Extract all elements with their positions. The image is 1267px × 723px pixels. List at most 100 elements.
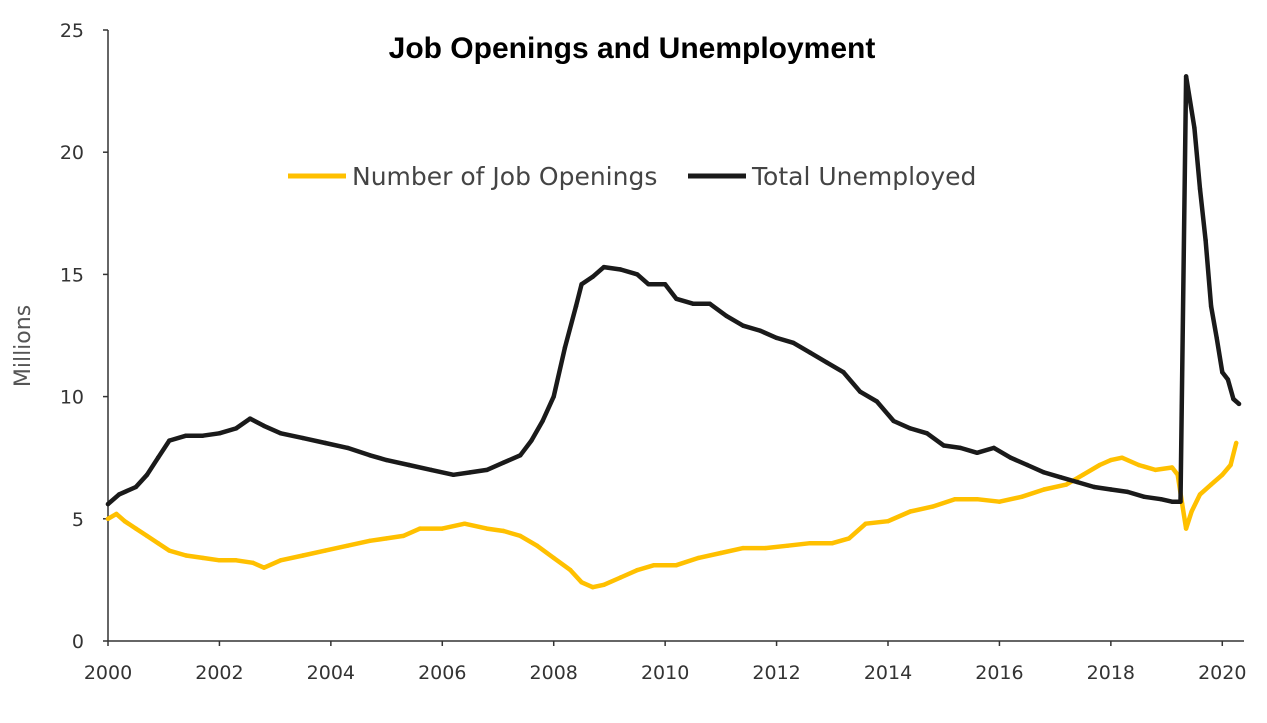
data-point bbox=[1192, 125, 1197, 130]
data-point bbox=[908, 426, 913, 431]
data-point bbox=[590, 585, 595, 590]
data-point bbox=[1169, 465, 1175, 470]
data-point bbox=[501, 460, 506, 465]
series-line-job-openings bbox=[105, 440, 1239, 590]
data-point bbox=[144, 533, 150, 539]
data-point bbox=[718, 550, 724, 556]
series-line-total-unemployed bbox=[105, 74, 1242, 507]
data-point bbox=[1153, 467, 1158, 473]
data-point bbox=[345, 445, 350, 451]
x-tick-label: 2004 bbox=[307, 662, 355, 684]
data-point bbox=[662, 282, 668, 287]
data-point bbox=[551, 555, 556, 561]
data-point bbox=[518, 533, 523, 539]
data-point bbox=[696, 555, 701, 561]
x-tick-label: 2000 bbox=[84, 662, 132, 684]
data-point bbox=[830, 541, 835, 546]
y-axis-label: Millions bbox=[11, 305, 36, 387]
data-point bbox=[579, 580, 584, 585]
data-point bbox=[807, 350, 813, 355]
data-point bbox=[941, 443, 946, 448]
data-point bbox=[116, 492, 122, 497]
data-point bbox=[891, 418, 896, 424]
data-point bbox=[167, 438, 172, 443]
data-point bbox=[1214, 335, 1219, 341]
data-point bbox=[155, 455, 161, 460]
data-point bbox=[551, 394, 556, 399]
data-point bbox=[841, 370, 846, 375]
data-point bbox=[974, 450, 980, 455]
data-point bbox=[501, 528, 506, 534]
data-point bbox=[618, 575, 623, 580]
data-point bbox=[200, 555, 205, 561]
x-tick-label: 2002 bbox=[195, 662, 243, 684]
x-tick-label: 2014 bbox=[864, 662, 912, 684]
data-point bbox=[144, 472, 150, 477]
data-point bbox=[367, 453, 373, 458]
data-point bbox=[724, 313, 729, 319]
data-point bbox=[114, 511, 119, 517]
data-point bbox=[1169, 499, 1175, 504]
data-point bbox=[1125, 489, 1130, 495]
data-point bbox=[1189, 509, 1194, 514]
data-point bbox=[440, 526, 445, 531]
data-point bbox=[1231, 396, 1236, 402]
data-point bbox=[133, 526, 139, 531]
data-point bbox=[1080, 472, 1086, 477]
data-point bbox=[1178, 499, 1183, 504]
data-point bbox=[534, 543, 540, 548]
data-point bbox=[451, 472, 456, 477]
data-point bbox=[579, 282, 584, 287]
data-point bbox=[278, 558, 283, 563]
data-point bbox=[568, 567, 573, 573]
data-point bbox=[1228, 462, 1233, 468]
series-path bbox=[105, 74, 1242, 507]
data-point bbox=[417, 526, 423, 531]
data-point bbox=[763, 545, 768, 551]
data-point bbox=[1136, 462, 1141, 468]
data-point bbox=[401, 533, 406, 539]
x-tick-label: 2006 bbox=[418, 662, 466, 684]
data-point bbox=[367, 538, 373, 543]
data-point bbox=[674, 563, 679, 568]
data-point bbox=[200, 433, 205, 438]
x-tick-label: 2008 bbox=[530, 662, 578, 684]
data-point bbox=[1008, 455, 1013, 460]
data-point bbox=[562, 345, 568, 350]
data-point bbox=[278, 431, 283, 436]
data-point bbox=[462, 521, 467, 526]
data-point bbox=[406, 462, 412, 468]
data-point bbox=[618, 267, 623, 272]
data-point bbox=[323, 440, 328, 446]
data-point bbox=[573, 304, 579, 309]
data-point bbox=[1108, 457, 1114, 463]
data-point bbox=[857, 389, 863, 394]
x-tick-label: 2018 bbox=[1087, 662, 1135, 684]
data-point bbox=[122, 519, 127, 524]
data-point bbox=[518, 453, 523, 458]
data-point bbox=[952, 497, 958, 502]
data-point bbox=[1220, 370, 1225, 375]
data-point bbox=[323, 548, 328, 553]
data-point bbox=[824, 360, 829, 365]
legend-label-job-openings: Number of Job Openings bbox=[352, 162, 657, 191]
data-point bbox=[261, 423, 267, 429]
x-tick-label: 2012 bbox=[752, 662, 800, 684]
y-tick-label: 5 bbox=[72, 509, 84, 531]
data-point bbox=[674, 296, 679, 301]
data-point bbox=[1041, 487, 1047, 492]
data-point bbox=[958, 445, 963, 451]
x-tick-label: 2016 bbox=[975, 662, 1023, 684]
y-tick-label: 15 bbox=[60, 264, 84, 286]
data-point bbox=[467, 470, 473, 475]
data-point bbox=[1097, 462, 1102, 468]
data-point bbox=[690, 301, 696, 306]
data-point bbox=[1058, 475, 1063, 480]
data-point bbox=[540, 418, 545, 424]
data-point bbox=[908, 509, 913, 514]
data-point bbox=[807, 541, 813, 546]
data-point bbox=[1064, 482, 1069, 487]
data-point bbox=[1197, 186, 1203, 192]
data-point bbox=[885, 519, 891, 524]
